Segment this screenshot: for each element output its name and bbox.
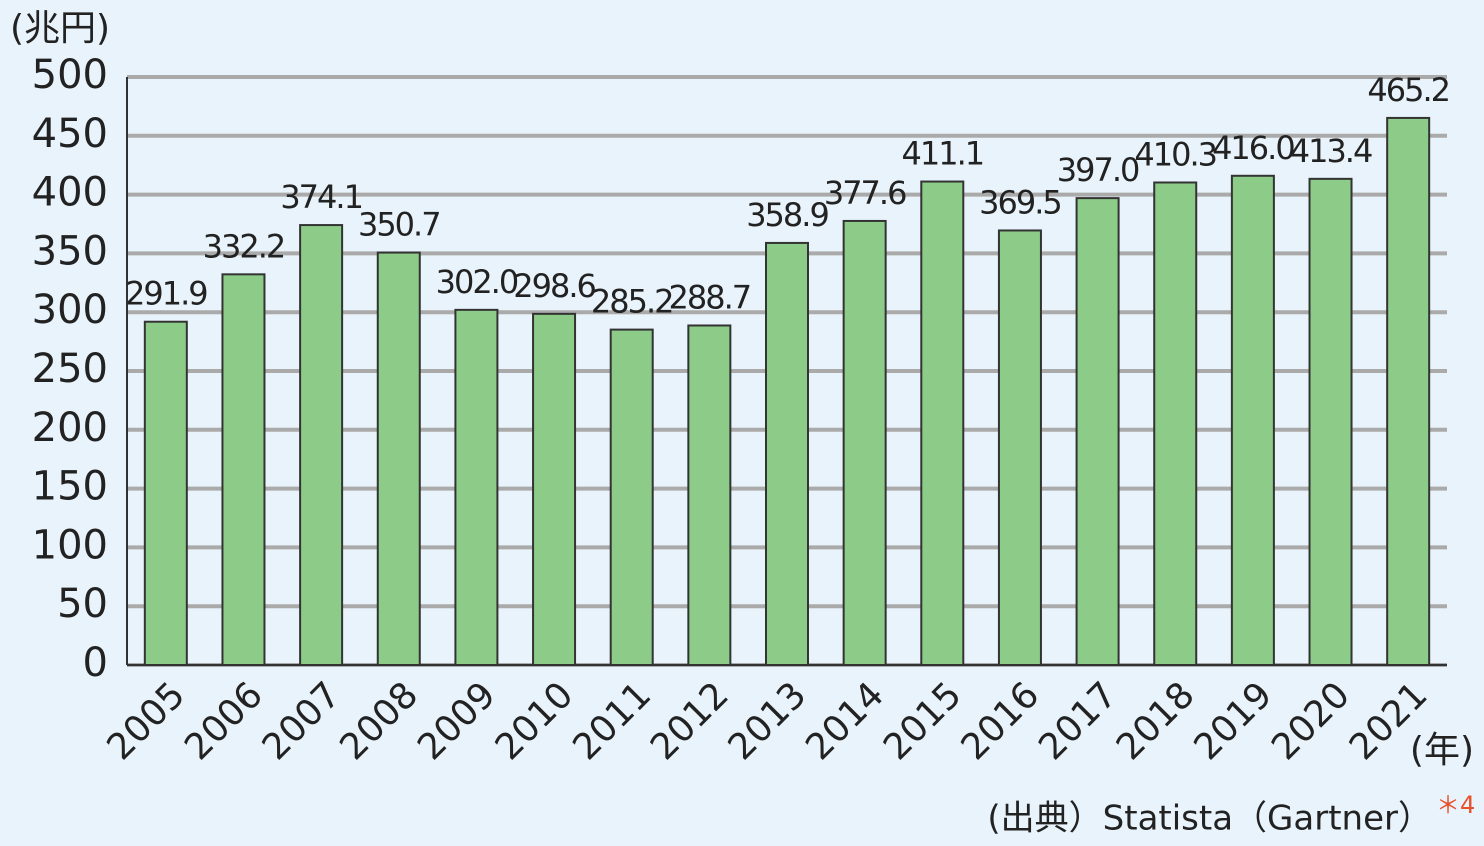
value-label: 288.7 [669,278,751,316]
value-label: 397.0 [1057,151,1139,189]
y-tick-label: 450 [32,111,108,157]
value-label: 377.6 [824,174,906,212]
y-tick-label: 200 [32,405,108,451]
bar [842,219,887,666]
value-label: 369.5 [979,183,1061,221]
y-tick-label: 150 [32,464,108,510]
y-tick-label: 300 [32,287,108,333]
x-tick-label: 2009 [410,674,504,768]
bar [997,229,1042,667]
bar [376,251,421,666]
y-tick-label: 50 [57,581,108,627]
x-tick-label: 2008 [332,674,426,768]
x-tick-label: 2011 [565,674,659,768]
value-label: 298.6 [513,267,595,305]
bar [609,328,654,666]
value-label: 410.3 [1134,135,1216,173]
x-tick-label: 2013 [721,674,815,768]
y-tick-label: 400 [32,170,108,216]
value-label: 291.9 [125,275,207,313]
bar [687,324,732,666]
bar [221,273,266,666]
value-label: 465.2 [1367,71,1449,109]
bar [1153,181,1198,666]
bar [1308,177,1353,666]
y-tick-label: 350 [32,228,108,274]
x-tick-label: 2018 [1109,674,1203,768]
y-tick-label: 100 [32,522,108,568]
x-tick-label: 2012 [643,674,737,768]
y-axis-label: (兆円) [10,8,110,49]
value-label: 374.1 [280,178,362,216]
y-tick-label: 250 [32,346,108,392]
x-tick-label: 2017 [1031,674,1125,768]
bar [299,224,344,666]
value-label: 411.1 [901,135,983,173]
value-label: 350.7 [358,206,440,244]
value-label: 285.2 [591,283,673,321]
x-tick-label: 2010 [488,674,582,768]
x-tick-label: 2016 [954,674,1048,768]
bar [454,308,499,666]
value-label: 358.9 [746,196,828,234]
source: (出典）Statista（Gartner） [987,799,1432,839]
bar [1075,197,1120,667]
x-tick-label: 2020 [1264,674,1358,768]
x-tick-label: 2006 [177,674,271,768]
bar [765,241,809,666]
x-tick-label: 2005 [99,674,193,768]
source-note: ＊4 [1436,791,1475,819]
x-tick-label: 2014 [798,674,892,768]
x-tick-label: 2007 [255,674,349,768]
value-label: 416.0 [1212,129,1294,167]
bar [920,180,965,667]
value-label: 302.0 [436,263,518,301]
bar [1230,174,1275,666]
x-tick-label: 2019 [1187,674,1281,768]
x-tick-label: 2015 [876,674,970,768]
value-label: 332.2 [203,227,285,265]
value-label: 413.4 [1290,132,1372,170]
y-tick-label: 0 [83,640,108,686]
bar [143,320,188,666]
y-tick-label: 500 [32,52,108,98]
bar [1386,116,1431,666]
bar [532,312,577,666]
x-axis-label: (年) [1410,730,1474,771]
